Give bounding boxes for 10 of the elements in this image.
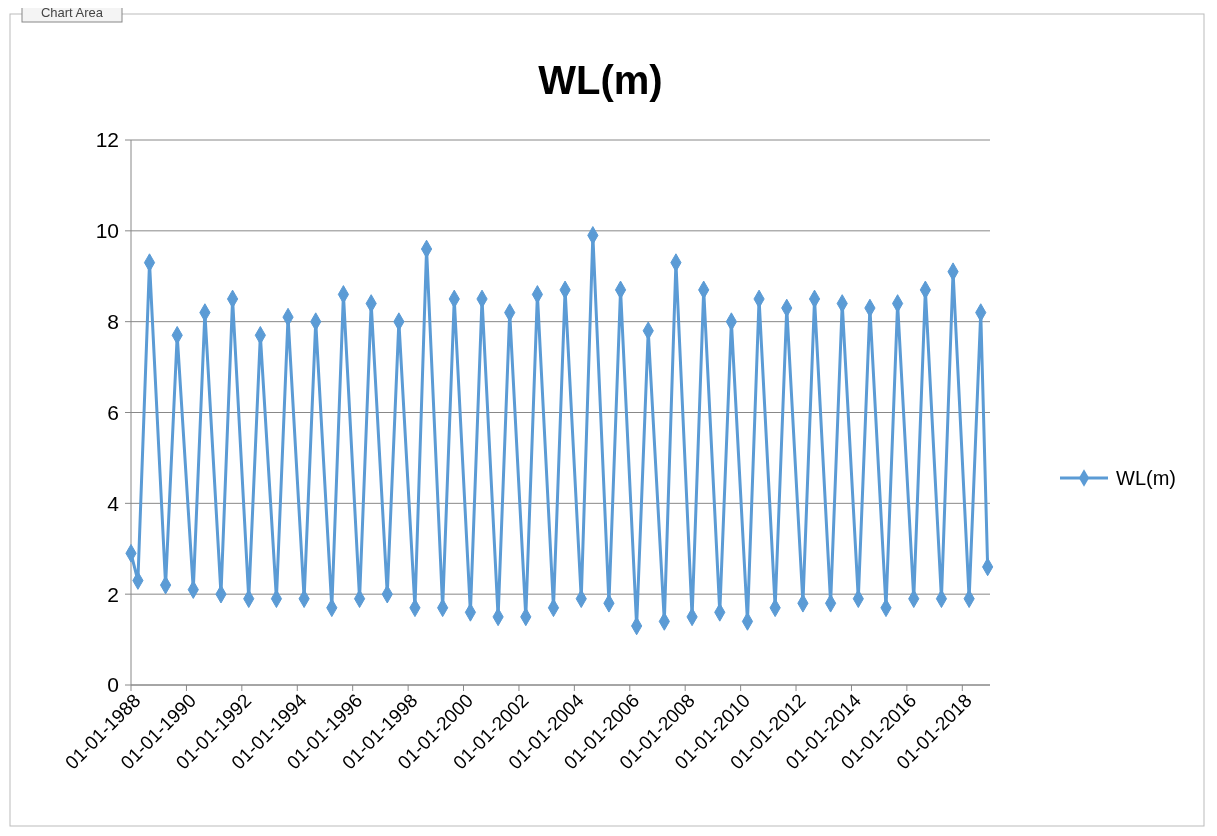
y-tick-label: 2 bbox=[107, 582, 119, 606]
text: Chart Area bbox=[40, 5, 104, 20]
y-tick-label: 6 bbox=[107, 400, 119, 424]
y-tick-label: 0 bbox=[107, 673, 119, 697]
legend-label: WL(m) bbox=[1116, 467, 1176, 489]
y-tick-label: 8 bbox=[107, 310, 119, 334]
y-tick-label: 4 bbox=[107, 491, 120, 515]
y-tick-label: 12 bbox=[95, 128, 119, 152]
y-tick-label: 10 bbox=[95, 219, 119, 243]
chart-title: WL(m) bbox=[538, 58, 663, 102]
